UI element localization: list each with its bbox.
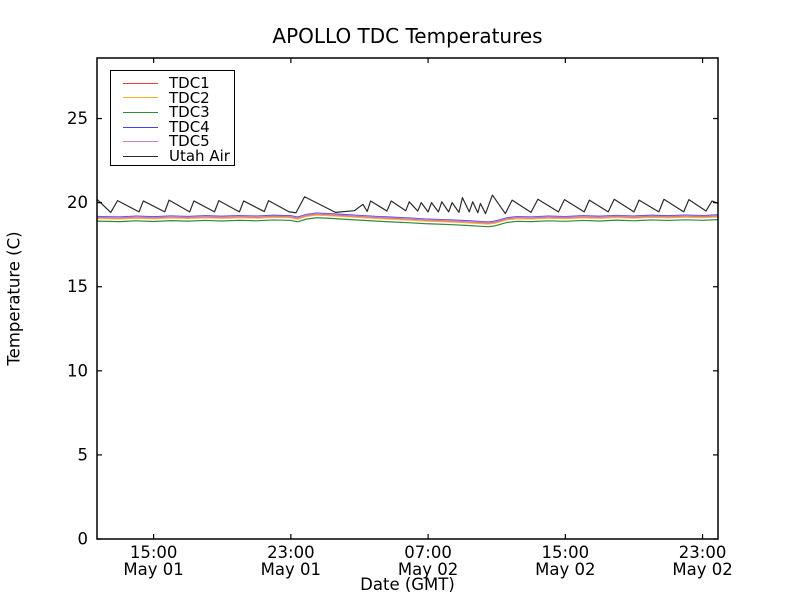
x-tick-label-date: May 01 — [123, 560, 183, 579]
x-tick-label-time: 15:00 — [542, 543, 590, 562]
legend-line-sample — [123, 155, 158, 157]
x-tick-label-time: 07:00 — [404, 543, 452, 562]
legend-line-sample — [123, 82, 158, 84]
legend-label: TDC2 — [169, 88, 210, 107]
legend: TDC1 TDC2 TDC3 TDC4 TDC5 Utah Air — [110, 70, 235, 166]
x-tick-label-time: 23:00 — [267, 543, 315, 562]
legend-label: TDC1 — [169, 74, 210, 92]
x-tick-label-date: May 01 — [261, 560, 321, 579]
y-tick-label: 0 — [78, 530, 89, 549]
series-line-tdc3 — [96, 217, 719, 228]
y-tick-label: 15 — [67, 277, 88, 296]
x-tick-label-time: 15:00 — [130, 543, 178, 562]
series-line-tdc5 — [96, 213, 719, 224]
x-tick-label-date: May 02 — [398, 560, 458, 579]
legend-item-tdc5: TDC5 — [123, 134, 234, 149]
chart-title: APOLLO TDC Temperatures — [272, 24, 543, 48]
legend-line-sample — [123, 111, 158, 113]
series-line-utah-air — [96, 194, 719, 215]
legend-item-tdc4: TDC4 — [123, 117, 234, 136]
legend-item-tdc1: TDC1 — [123, 76, 234, 91]
y-tick-label: 20 — [67, 193, 88, 212]
series-line-tdc1 — [96, 213, 719, 224]
y-tick-label: 5 — [78, 445, 89, 464]
x-tick-label-date: May 02 — [535, 560, 595, 579]
legend-item-tdc2: TDC2 — [123, 88, 234, 107]
legend-label: TDC5 — [169, 132, 210, 151]
legend-label: TDC3 — [169, 103, 210, 122]
legend-line-sample — [123, 97, 158, 99]
x-axis-label: Date (GMT) — [360, 575, 455, 594]
x-tick-label-time: 23:00 — [679, 543, 727, 562]
y-tick-label: 25 — [67, 109, 88, 128]
legend-item-tdc3: TDC3 — [123, 105, 234, 120]
legend-line-sample — [123, 126, 158, 128]
legend-label: Utah Air — [169, 146, 230, 165]
legend-label: TDC4 — [169, 117, 210, 136]
x-tick-label-date: May 02 — [672, 560, 732, 579]
series-line-tdc4 — [96, 212, 719, 223]
legend-line-sample — [123, 141, 158, 143]
y-axis-label: Temperature (C) — [4, 231, 24, 366]
axes-box — [96, 57, 719, 540]
series-line-tdc2 — [96, 214, 719, 225]
y-tick-label: 10 — [67, 361, 88, 380]
legend-item-utah-air: Utah Air — [123, 149, 234, 164]
